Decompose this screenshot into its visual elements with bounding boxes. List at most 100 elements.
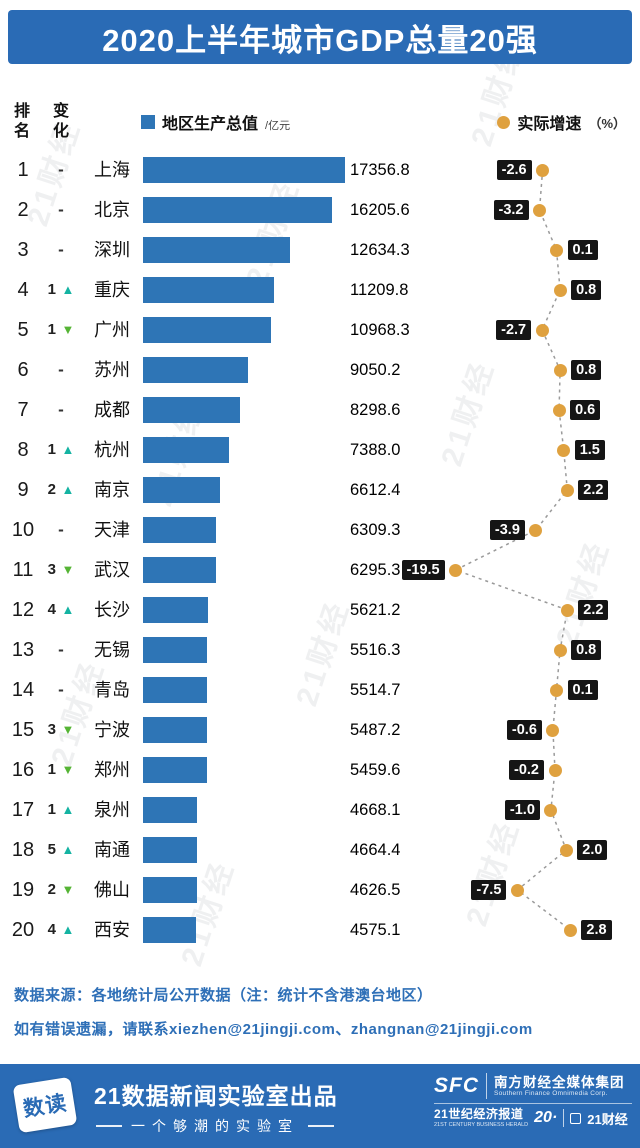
rank-change: - — [40, 510, 82, 551]
gdp-value: 5459.6 — [350, 761, 401, 779]
gdp-value: 11209.8 — [350, 281, 409, 299]
lab-title: 21数据新闻实验室出品 — [94, 1083, 338, 1109]
shudu-logo-text: 数读 — [21, 1091, 69, 1122]
city-name: 上海 — [94, 160, 130, 180]
rank-change-dash: - — [58, 400, 64, 419]
growth-dot — [544, 803, 558, 817]
gdp-bar — [143, 157, 345, 183]
table-row: 11 3 ▼ 武汉 6295.3 -19.5 — [0, 550, 640, 590]
gdp-value: 7388.0 — [350, 441, 401, 459]
rank-change-number: 1 — [47, 441, 56, 458]
rank-number: 17 — [11, 799, 35, 821]
growth-dot — [553, 643, 567, 657]
herald-row: 21世纪经济报道 21ST CENTURY BUSINESS HERALD 20… — [434, 1107, 632, 1128]
table-row: 15 3 ▼ 宁波 5487.2 -0.6 — [0, 710, 640, 750]
growth-badge: -3.9 — [489, 520, 525, 540]
rank-change-number: 1 — [47, 321, 56, 338]
gdp-value: 8298.6 — [350, 401, 401, 419]
rank-change-arrow-icon: ▼ — [61, 562, 75, 577]
growth-dot — [553, 363, 567, 377]
rank-number: 6 — [17, 359, 29, 381]
rank-change: 1 ▲ — [40, 270, 82, 310]
rank-change-arrow-icon: ▲ — [61, 482, 75, 497]
growth-dot — [535, 323, 549, 337]
legend-gdp-label: 地区生产总值 — [162, 116, 259, 133]
gdp-value: 5621.2 — [350, 601, 401, 619]
rank-change-number: 5 — [47, 841, 56, 858]
sfc-names: 南方财经全媒体集团 Southern Finance Omnimedia Cor… — [494, 1075, 625, 1098]
gdp-bar — [143, 517, 217, 543]
rank-number: 7 — [17, 399, 29, 421]
gdp-bar — [143, 317, 271, 343]
city-name: 郑州 — [94, 760, 130, 780]
rank-change-arrow-icon: ▼ — [61, 882, 75, 897]
gdp-bar — [143, 477, 220, 503]
rank-number: 13 — [11, 639, 35, 661]
growth-dot — [529, 523, 543, 537]
gdp-value: 4664.4 — [350, 841, 401, 859]
growth-dot — [553, 283, 567, 297]
growth-dot — [560, 483, 574, 497]
rank-change-dash: - — [58, 640, 64, 659]
table-row: 20 4 ▲ 西安 4575.1 2.8 — [0, 910, 640, 950]
rank-change-arrow-icon: ▲ — [61, 282, 75, 297]
rank-change: - — [40, 230, 82, 271]
rank-change: - — [40, 670, 82, 711]
herald-name-en: 21ST CENTURY BUSINESS HERALD — [434, 1121, 529, 1128]
table-row: 7 - 成都 8298.6 0.6 — [0, 390, 640, 430]
rank-change-number: 2 — [47, 481, 56, 498]
table-row: 17 1 ▲ 泉州 4668.1 -1.0 — [0, 790, 640, 830]
rank-change: - — [40, 390, 82, 431]
table-row: 6 - 苏州 9050.2 0.8 — [0, 350, 640, 390]
rank-change-dash: - — [58, 520, 64, 539]
growth-badge: -1.0 — [504, 800, 540, 820]
gdp-bar — [143, 437, 229, 463]
rank-number: 12 — [11, 599, 35, 621]
growth-dot — [560, 603, 574, 617]
city-name: 南通 — [94, 840, 130, 860]
growth-dot — [546, 723, 560, 737]
rank-change: 1 ▼ — [40, 310, 82, 350]
rank-change-arrow-icon: ▼ — [61, 722, 75, 737]
legend: 排 名 变 化 地区生产总值 /亿元 实际增速 （%） — [0, 96, 640, 150]
rank-number: 20 — [11, 919, 35, 941]
rank-change-dash: - — [58, 160, 64, 179]
rank-change: - — [40, 190, 82, 231]
gdp-bar — [143, 917, 197, 943]
shudu-logo: 数读 — [12, 1076, 78, 1134]
city-name: 青岛 — [94, 680, 130, 700]
rank-change: 4 ▲ — [40, 910, 82, 950]
gdp-value: 10968.3 — [350, 321, 410, 339]
rank-change: 3 ▼ — [40, 550, 82, 590]
growth-badge: 2.0 — [577, 840, 608, 860]
rank-number: 2 — [17, 199, 29, 221]
rank-change: 2 ▲ — [40, 470, 82, 510]
growth-dot — [559, 843, 573, 857]
city-name: 杭州 — [94, 440, 130, 460]
rank-number: 15 — [11, 719, 35, 741]
rank-change-number: 4 — [47, 601, 56, 618]
growth-dot — [548, 763, 562, 777]
rank-change: - — [40, 150, 82, 191]
gdp-value: 5487.2 — [350, 721, 401, 739]
gdp-bar — [143, 637, 208, 663]
table-row: 2 - 北京 16205.6 -3.2 — [0, 190, 640, 230]
rank-number: 1 — [17, 159, 29, 181]
rank-number: 14 — [11, 679, 35, 701]
table-row: 18 5 ▲ 南通 4664.4 2.0 — [0, 830, 640, 870]
rank-change-number: 1 — [47, 801, 56, 818]
table-row: 4 1 ▲ 重庆 11209.8 0.8 — [0, 270, 640, 310]
divider — [434, 1103, 632, 1104]
rank-change-number: 4 — [47, 921, 56, 938]
rank-change-arrow-icon: ▲ — [61, 842, 75, 857]
herald-name-cn: 21世纪经济报道 — [434, 1107, 524, 1121]
table-row: 19 2 ▼ 佛山 4626.5 -7.5 — [0, 870, 640, 910]
gdp-value: 4575.1 — [350, 921, 401, 939]
page-title: 2020上半年城市GDP总量20强 — [102, 22, 538, 58]
gdp-value: 4668.1 — [350, 801, 401, 819]
21caijing-label: 21财经 — [587, 1111, 628, 1127]
gdp-value: 6295.3 — [350, 561, 401, 579]
city-name: 深圳 — [94, 240, 130, 260]
